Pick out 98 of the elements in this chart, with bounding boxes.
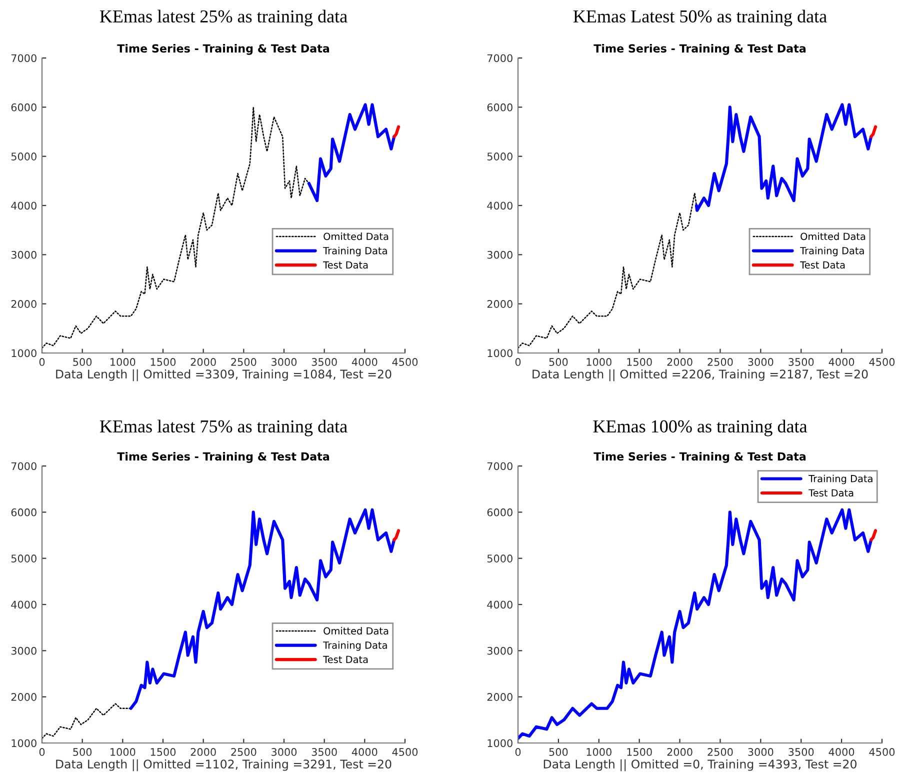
- x-tick-label: 2000: [667, 358, 692, 366]
- line-series: [129, 508, 396, 710]
- x-tick-label: 1500: [150, 748, 176, 756]
- x-tick-label: 1000: [586, 748, 612, 756]
- x-tick-label: 500: [73, 358, 92, 366]
- chart-subtitle: Time Series - Training & Test Data: [117, 452, 330, 463]
- chart-title: KEmas 100% as training data: [593, 420, 808, 436]
- y-tick-label: 2000: [487, 693, 512, 701]
- y-tick-label: 2000: [487, 300, 512, 308]
- x-tick-label: 3000: [748, 748, 774, 756]
- x-tick-label: 3500: [312, 358, 337, 366]
- x-tick-label: 4000: [828, 358, 854, 366]
- y-tick-label: 7000: [11, 54, 36, 62]
- x-tick-label: 3000: [748, 358, 774, 366]
- y-tick-label: 6000: [11, 508, 36, 516]
- x-tick-label: 2000: [190, 748, 216, 756]
- x-tick-label: 1000: [110, 748, 136, 756]
- legend-label: Training Data: [323, 246, 387, 256]
- x-tick-label: 0: [39, 748, 45, 756]
- x-tick-label: 500: [549, 358, 568, 366]
- y-tick-label: 4000: [11, 202, 36, 210]
- y-tick-label: 2000: [11, 693, 36, 701]
- x-tick-label: 3500: [312, 748, 337, 756]
- x-tick-label: 0: [515, 358, 521, 366]
- x-tick-label: 0: [39, 358, 45, 366]
- line-series: [42, 703, 132, 740]
- legend-label: Test Data: [323, 261, 368, 269]
- y-tick-label: 5000: [487, 554, 512, 562]
- legend-label: Omitted Data: [800, 232, 866, 240]
- y-tick-label: 7000: [11, 462, 36, 470]
- y-tick-label: 4000: [487, 202, 512, 210]
- y-tick-label: 1000: [12, 739, 36, 748]
- y-tick-label: 1000: [488, 739, 512, 748]
- x-tick-label: 3000: [272, 358, 297, 366]
- x-tick-label: 3500: [788, 358, 814, 366]
- chart-title: KEmas latest 75% as training data: [100, 420, 348, 436]
- x-tick-label: 4500: [392, 748, 418, 756]
- legend-label: Training Data: [808, 474, 872, 484]
- x-tick-label: 4500: [392, 358, 418, 366]
- x-axis-title: Data Length || Omitted =3309, Training =1084, Test =20: [56, 369, 392, 382]
- y-tick-label: 6000: [487, 508, 512, 516]
- y-tick-label: 5000: [487, 152, 512, 160]
- chart-subtitle: Time Series - Training & Test Data: [117, 44, 330, 55]
- x-tick-label: 2500: [231, 748, 256, 756]
- y-tick-label: 7000: [487, 54, 512, 62]
- x-tick-label: 2500: [708, 748, 733, 756]
- y-tick-label: 3000: [487, 250, 512, 259]
- x-tick-label: 1000: [586, 358, 612, 366]
- y-tick-label: 2000: [11, 300, 36, 308]
- chart-title: KEmas Latest 50% as training data: [573, 10, 827, 26]
- legend-label: Omitted Data: [324, 232, 388, 240]
- y-tick-label: 6000: [11, 103, 36, 112]
- legend-label: Training Data: [800, 246, 864, 256]
- y-tick-label: 3000: [487, 646, 512, 655]
- x-tick-label: 4500: [869, 748, 895, 756]
- x-tick-label: 2000: [667, 748, 692, 756]
- x-tick-label: 4000: [828, 748, 854, 756]
- line-series: [307, 103, 396, 202]
- y-tick-label: 3000: [11, 646, 36, 655]
- chart-subtitle: Time Series - Training & Test Data: [594, 44, 806, 55]
- x-tick-label: 2500: [231, 358, 256, 366]
- legend-label: Training Data: [323, 641, 387, 651]
- y-tick-label: 5000: [11, 554, 36, 562]
- x-tick-label: 1500: [150, 358, 176, 366]
- x-tick-label: 3500: [788, 748, 814, 756]
- x-tick-label: 2000: [190, 358, 216, 366]
- y-tick-label: 3000: [11, 250, 36, 259]
- legend-label: Omitted Data: [324, 627, 388, 635]
- x-tick-label: 4000: [352, 358, 378, 366]
- y-tick-label: 5000: [11, 152, 36, 160]
- line-series: [694, 103, 873, 212]
- legend-label: Test Data: [323, 656, 368, 664]
- x-tick-label: 500: [73, 748, 92, 756]
- y-tick-label: 1000: [488, 349, 512, 358]
- x-axis-title: Data Length || Omitted =0, Training =4393, Test =20: [544, 759, 856, 772]
- x-tick-label: 4000: [352, 748, 378, 756]
- chart-title: KEmas latest 25% as training data: [100, 10, 348, 26]
- line-series: [518, 508, 873, 740]
- line-series: [518, 192, 698, 349]
- y-tick-label: 7000: [487, 462, 512, 470]
- line-series: [42, 106, 310, 349]
- x-tick-label: 3000: [272, 748, 297, 756]
- x-tick-label: 500: [549, 748, 568, 756]
- y-tick-label: 4000: [11, 600, 36, 609]
- x-tick-label: 2500: [708, 358, 733, 366]
- legend-label: Test Data: [808, 489, 854, 497]
- chart-subtitle: Time Series - Training & Test Data: [594, 452, 806, 463]
- y-tick-label: 6000: [487, 103, 512, 112]
- x-axis-title: Data Length || Omitted =2206, Training =2187, Test =20: [532, 369, 868, 382]
- x-tick-label: 1000: [110, 358, 136, 366]
- x-tick-label: 4500: [869, 358, 895, 366]
- y-tick-label: 4000: [487, 600, 512, 609]
- y-tick-label: 1000: [12, 349, 36, 358]
- x-tick-label: 1500: [627, 358, 652, 366]
- x-axis-title: Data Length || Omitted =1102, Training =3291, Test =20: [56, 759, 392, 772]
- legend-label: Test Data: [800, 261, 845, 269]
- x-tick-label: 1500: [627, 748, 652, 756]
- x-tick-label: 0: [515, 748, 521, 756]
